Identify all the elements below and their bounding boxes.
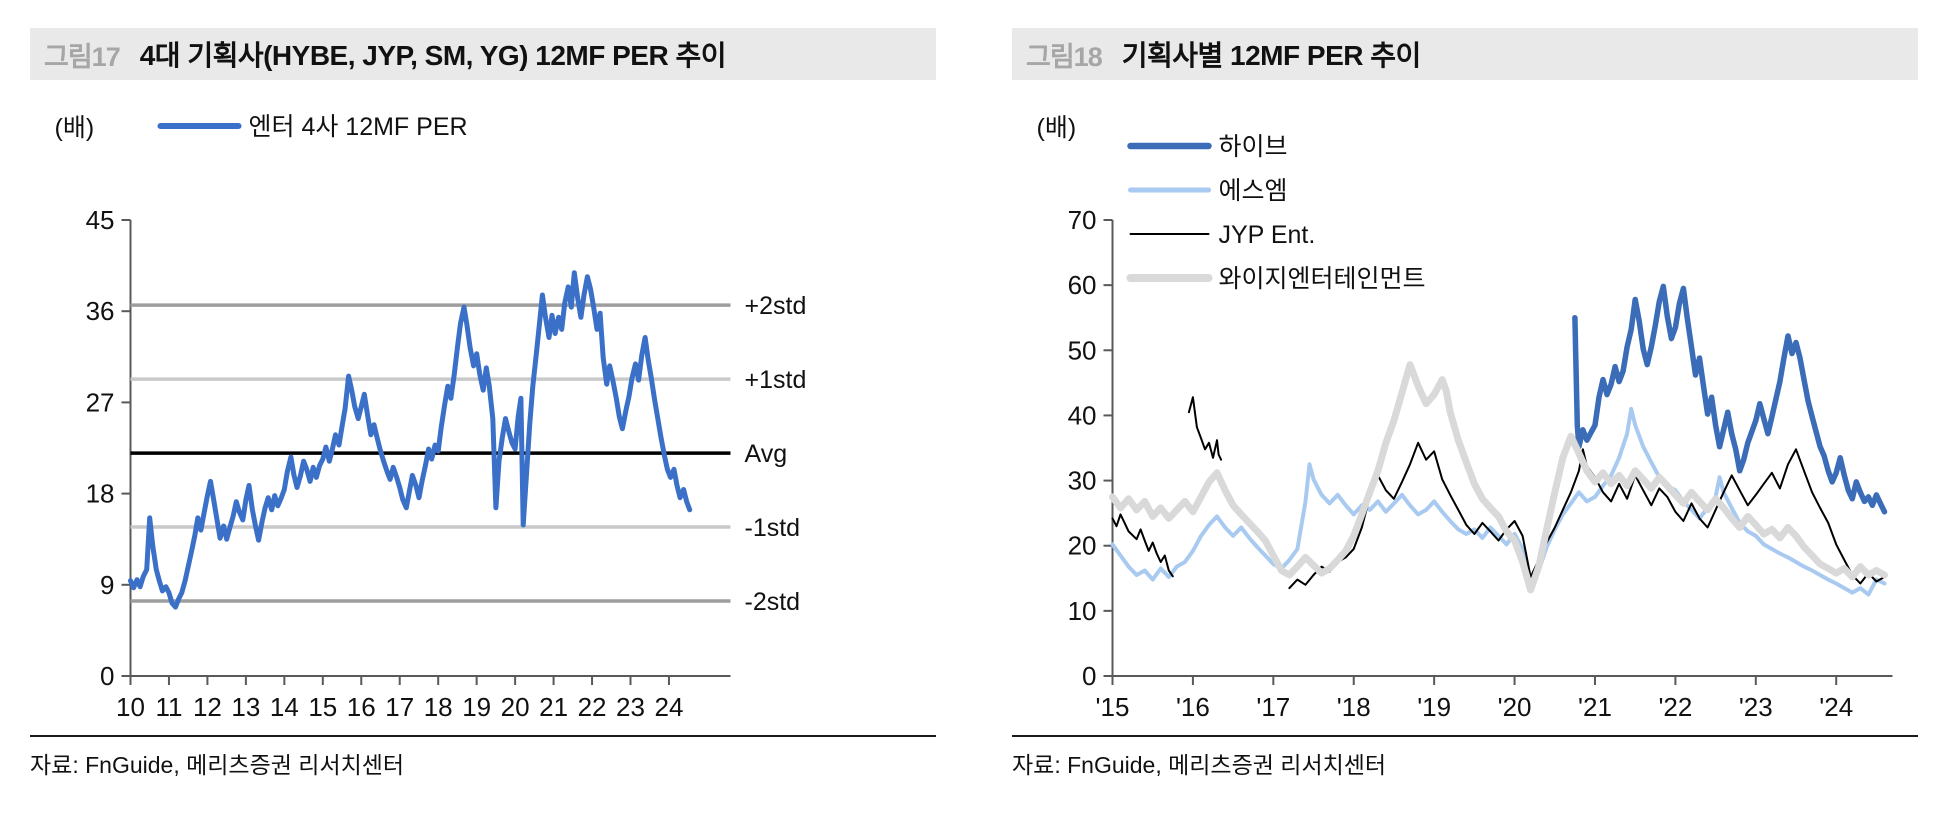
y-tick-label: 70 — [1068, 205, 1097, 235]
x-tick-label: 15 — [308, 692, 337, 722]
legend-label-0: 엔터 4사 12MF PER — [249, 113, 468, 141]
y-tick-label: 50 — [1068, 335, 1097, 365]
x-tick-label: 17 — [385, 692, 414, 722]
figure-17-source: 자료: FnGuide, 메리츠증권 리서치센터 — [30, 735, 936, 780]
y-tick-label: 20 — [1068, 531, 1097, 561]
per-4agency-chart: (배) 0 9 18 27 36 45 10 11 12 13 14 15 16 17 18 19 20 21 22 2… — [55, 113, 807, 722]
y-tick-label: 18 — [86, 479, 115, 509]
series-line-0 — [128, 270, 693, 610]
x-tick-label: '24 — [1819, 692, 1853, 722]
figure-18-source: 자료: FnGuide, 메리츠증권 리서치센터 — [1012, 735, 1918, 780]
y-tick-label: 0 — [1082, 661, 1096, 691]
figure-18-title-bar: 그림18 기획사별 12MF PER 추이 — [1012, 28, 1918, 80]
x-tick-label: 10 — [116, 692, 145, 722]
ref-line-label: -1std — [745, 514, 801, 542]
series-line-0 — [1572, 283, 1888, 515]
legend-label-0: 하이브 — [1219, 133, 1288, 161]
series-line-2 — [1111, 513, 1174, 578]
panel-figure-17: 그림17 4대 기획사(HYBE, JYP, SM, YG) 12MF PER … — [30, 28, 936, 780]
x-tick-label: 21 — [539, 692, 568, 722]
per-by-agency-chart: (배) 0 10 20 30 40 50 60 70 '15 '16 '17 '18 '19 '20 '21 '… — [1037, 114, 1893, 722]
x-tick-label: 20 — [501, 692, 530, 722]
panel-figure-18: 그림18 기획사별 12MF PER 추이 (배) 0 10 20 30 40 50 60 70… — [1012, 28, 1918, 780]
x-tick-label: 16 — [347, 692, 376, 722]
x-tick-label: 24 — [655, 692, 684, 722]
x-tick-label: 13 — [231, 692, 260, 722]
x-tick-label: 14 — [270, 692, 299, 722]
y-tick-label: 27 — [86, 387, 115, 417]
figure-panels: 그림17 4대 기획사(HYBE, JYP, SM, YG) 12MF PER … — [30, 28, 1918, 780]
unit-label: (배) — [1037, 114, 1077, 142]
figure-18-number: 그림18 — [1026, 41, 1103, 72]
legend-label-1: 에스엠 — [1219, 177, 1288, 205]
ref-line-label: +2std — [745, 292, 807, 320]
legend-label-2: JYP Ent. — [1219, 221, 1316, 249]
y-tick-label: 30 — [1068, 466, 1097, 496]
x-tick-label: '15 — [1096, 692, 1130, 722]
series-line-2 — [1288, 441, 1886, 590]
x-tick-label: '20 — [1498, 692, 1532, 722]
x-tick-label: '18 — [1337, 692, 1371, 722]
y-tick-label: 60 — [1068, 270, 1097, 300]
x-tick-label: '21 — [1578, 692, 1612, 722]
ref-line-label: -2std — [745, 588, 801, 616]
ref-line-label: +1std — [745, 366, 807, 394]
series-line-2 — [1187, 396, 1223, 461]
x-tick-label: 11 — [155, 692, 182, 722]
y-tick-label: 0 — [100, 661, 114, 691]
legend-label-3: 와이지엔터테인먼트 — [1219, 265, 1426, 293]
y-tick-label: 36 — [86, 296, 115, 326]
x-tick-label: '17 — [1256, 692, 1290, 722]
x-tick-label: '16 — [1176, 692, 1210, 722]
unit-label: (배) — [55, 114, 95, 142]
series-line-3 — [1109, 361, 1888, 594]
x-tick-label: 12 — [193, 692, 222, 722]
y-tick-label: 9 — [100, 570, 114, 600]
ref-line-label: Avg — [745, 440, 788, 468]
y-tick-label: 10 — [1068, 596, 1097, 626]
x-tick-label: 18 — [424, 692, 453, 722]
series-line-1 — [1110, 406, 1887, 597]
x-tick-label: 23 — [616, 692, 645, 722]
x-tick-label: '22 — [1658, 692, 1692, 722]
figure-17-title: 4대 기획사(HYBE, JYP, SM, YG) 12MF PER 추이 — [139, 40, 727, 71]
figure-17-title-bar: 그림17 4대 기획사(HYBE, JYP, SM, YG) 12MF PER … — [30, 28, 936, 80]
y-tick-label: 40 — [1068, 400, 1097, 430]
x-tick-label: 19 — [462, 692, 491, 722]
x-tick-label: '23 — [1739, 692, 1773, 722]
y-tick-label: 45 — [86, 205, 115, 235]
figure-17-number: 그림17 — [44, 41, 121, 72]
figure-18-title: 기획사별 12MF PER 추이 — [1121, 40, 1422, 71]
x-tick-label: 22 — [578, 692, 607, 722]
x-tick-label: '19 — [1417, 692, 1451, 722]
